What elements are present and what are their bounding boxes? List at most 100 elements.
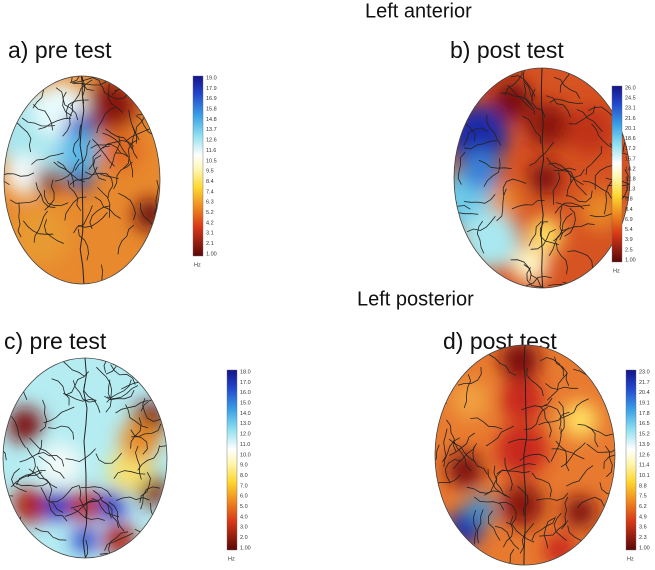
colorbar-label: 15.7 [625, 156, 636, 162]
gyrus [543, 404, 562, 430]
gyrus [115, 400, 148, 414]
gyrus [564, 207, 576, 237]
section-title: Left posterior [357, 288, 474, 310]
brain-outline [453, 67, 631, 289]
brain-outline [3, 75, 161, 285]
gyrus [435, 444, 440, 478]
activity-blob [500, 378, 544, 422]
gyrus [539, 222, 559, 245]
gyrus [65, 371, 89, 396]
colorbar-label: 15.8 [206, 107, 217, 113]
gyrus [463, 127, 489, 146]
gyrus [457, 366, 482, 386]
gyrus [577, 496, 605, 509]
gyrus [16, 470, 46, 486]
gyrus [582, 180, 612, 199]
gyrus [435, 373, 447, 404]
colorbar-label: 14.2 [625, 166, 636, 172]
gyrus [128, 109, 138, 144]
gyrus [576, 109, 603, 133]
gyrus [77, 212, 108, 228]
colorbar-label: 5.2 [206, 210, 214, 216]
gyrus [476, 220, 485, 254]
gyrus [16, 122, 32, 153]
gyrus [519, 453, 550, 463]
gyrus [92, 490, 112, 519]
gyrus [510, 259, 532, 281]
panel-label: b) post test [450, 37, 564, 63]
gyrus [99, 172, 114, 199]
gyrus [78, 485, 87, 519]
gyrus [130, 417, 142, 449]
gyrus [95, 452, 122, 464]
activity-blob [466, 496, 494, 524]
gyrus [549, 98, 584, 104]
colorbar-label: 6.2 [639, 504, 647, 510]
gyrus [435, 474, 461, 489]
colorbar-label: 2.0 [240, 535, 248, 541]
colorbar-label: 6.9 [625, 217, 633, 223]
gyrus [526, 367, 544, 397]
gyrus [463, 140, 498, 150]
gyrus [555, 440, 570, 472]
gyrus [472, 446, 488, 475]
colorbar-label: 13.9 [639, 442, 650, 448]
colorbar-label: 24.5 [625, 96, 636, 102]
activity-blob [562, 402, 598, 438]
gyrus [115, 496, 150, 501]
gyrus [53, 161, 75, 188]
gyrus [548, 162, 572, 184]
colorbar-label: 8.4 [206, 179, 214, 185]
gyrus [484, 465, 497, 496]
gyrus [108, 501, 125, 532]
colorbar-unit: Hz [613, 268, 620, 274]
colorbar-label: 20.1 [625, 126, 636, 132]
colorbar-label: 19.1 [639, 401, 650, 407]
brain-map [4, 76, 160, 284]
gyrus [39, 399, 47, 432]
gyrus [101, 499, 119, 529]
colorbar-label: 15.0 [240, 401, 251, 407]
gyrus [470, 417, 503, 430]
gyrus [463, 374, 472, 409]
colorbar-label: 12.6 [206, 138, 217, 144]
gyrus [49, 485, 79, 503]
gyrus [562, 282, 595, 288]
gyrus [568, 105, 596, 125]
gyrus [496, 188, 507, 222]
gyrus [130, 429, 148, 455]
activity-blob [500, 483, 544, 527]
colorbar-label: 14.8 [206, 117, 217, 123]
colorbar-label: 14.0 [240, 411, 251, 417]
gyrus [524, 406, 548, 431]
gyrus [473, 510, 477, 545]
activity-blob [527, 217, 563, 253]
gyrus [21, 117, 56, 127]
gyrus [64, 196, 87, 221]
gyrus [545, 95, 571, 118]
blobs [454, 80, 620, 283]
gyrus [125, 404, 149, 429]
gyrus [501, 463, 536, 472]
blobs [7, 402, 167, 556]
gyrus [19, 439, 43, 463]
gyrus [72, 124, 81, 158]
gyrus [105, 128, 133, 150]
gyrus [104, 532, 134, 551]
activity-blob [87, 80, 137, 130]
gyrus [476, 509, 484, 544]
gyrus [494, 525, 520, 550]
gyrus [478, 159, 512, 169]
colorbar-label: 8.8 [639, 483, 647, 489]
gyrus [92, 139, 115, 167]
activity-blob [38, 443, 82, 487]
panel-label: c) pre test [4, 328, 107, 354]
brain-map [3, 358, 167, 558]
gyrus [113, 161, 133, 190]
gyrus [105, 379, 112, 413]
colorbar-label: 13.7 [206, 127, 217, 133]
colorbar-label: 11.0 [240, 442, 250, 448]
gyrus [43, 406, 75, 424]
gyrus [92, 154, 107, 181]
gyrus [73, 508, 105, 521]
